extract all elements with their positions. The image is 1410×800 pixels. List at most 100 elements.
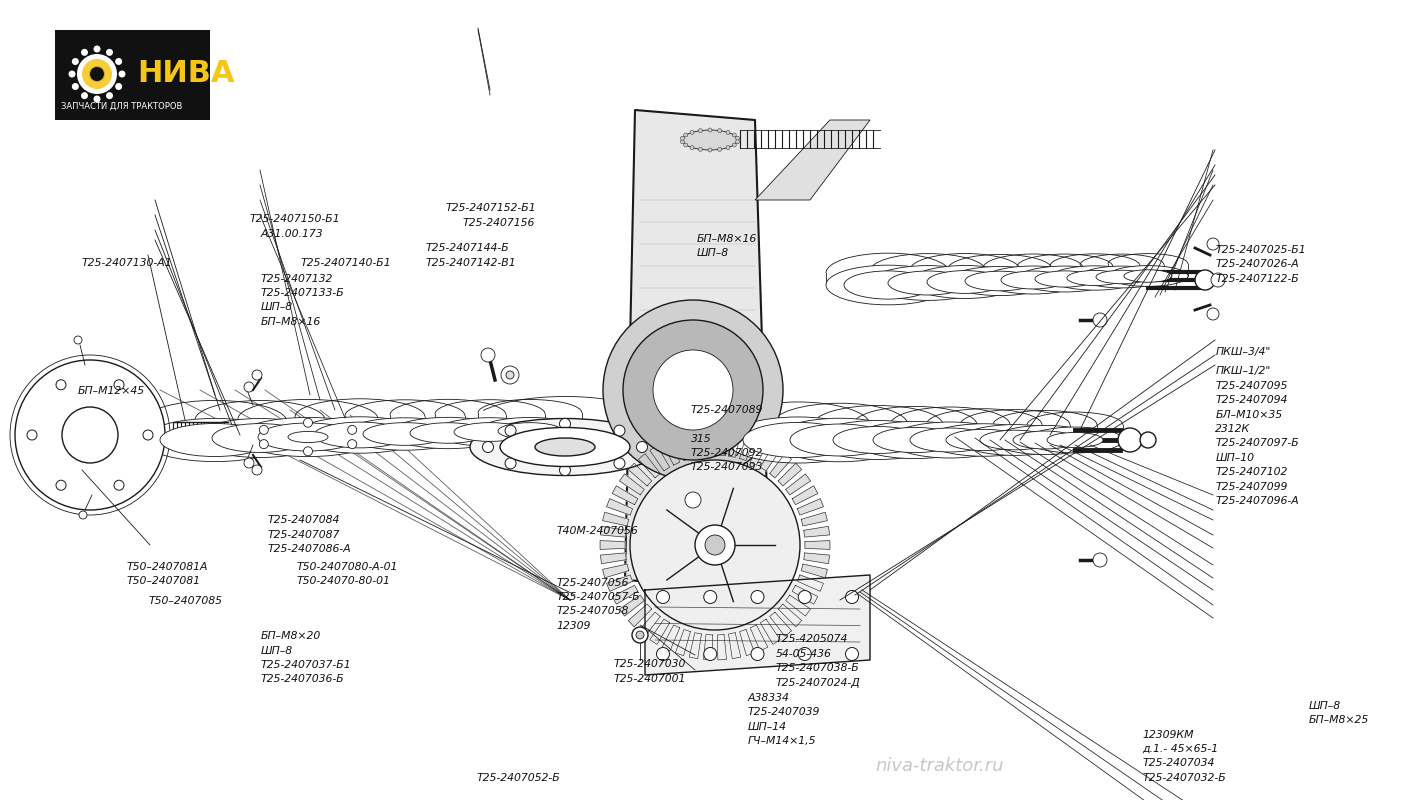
Ellipse shape <box>732 143 736 147</box>
Polygon shape <box>689 633 702 658</box>
Ellipse shape <box>16 360 165 510</box>
Circle shape <box>632 627 649 643</box>
Polygon shape <box>639 454 660 478</box>
Text: ШП–14: ШП–14 <box>747 722 787 731</box>
Ellipse shape <box>698 147 702 151</box>
Ellipse shape <box>258 423 358 451</box>
Circle shape <box>657 647 670 661</box>
Text: 12309КМ: 12309КМ <box>1142 730 1194 739</box>
Circle shape <box>1211 273 1225 287</box>
Ellipse shape <box>106 92 113 99</box>
Circle shape <box>481 348 495 362</box>
Ellipse shape <box>159 423 269 457</box>
Ellipse shape <box>314 422 406 448</box>
Ellipse shape <box>708 128 712 132</box>
Text: Т50–2407081А: Т50–2407081А <box>127 562 209 571</box>
Ellipse shape <box>980 430 1050 450</box>
Circle shape <box>78 54 117 94</box>
Polygon shape <box>801 564 828 578</box>
Circle shape <box>613 425 625 436</box>
Circle shape <box>259 440 268 449</box>
Ellipse shape <box>1050 266 1141 290</box>
Ellipse shape <box>80 92 87 99</box>
Ellipse shape <box>814 421 943 459</box>
Text: Т25-2407156: Т25-2407156 <box>462 218 534 227</box>
Ellipse shape <box>983 266 1083 294</box>
Ellipse shape <box>1124 270 1172 282</box>
Polygon shape <box>629 463 651 486</box>
Ellipse shape <box>698 129 702 133</box>
Ellipse shape <box>964 271 1035 291</box>
Ellipse shape <box>534 438 595 456</box>
Text: ШП–8: ШП–8 <box>697 248 729 258</box>
Circle shape <box>752 647 764 661</box>
Circle shape <box>142 430 154 440</box>
Text: Т25-2407056: Т25-2407056 <box>557 578 629 587</box>
Ellipse shape <box>80 49 87 56</box>
Polygon shape <box>619 474 644 495</box>
Polygon shape <box>740 434 754 461</box>
Polygon shape <box>625 110 770 590</box>
Text: Т25-2407122-Б: Т25-2407122-Б <box>1215 274 1299 284</box>
Text: Т25-2407037-Б1: Т25-2407037-Б1 <box>261 660 351 670</box>
Ellipse shape <box>391 418 506 449</box>
Text: Т25-4205074: Т25-4205074 <box>776 634 847 645</box>
Polygon shape <box>798 575 823 591</box>
Ellipse shape <box>736 140 740 144</box>
Ellipse shape <box>212 424 307 452</box>
Ellipse shape <box>116 83 123 90</box>
Polygon shape <box>778 604 802 627</box>
Text: БП–М8×25: БП–М8×25 <box>1308 715 1369 726</box>
Ellipse shape <box>708 148 712 152</box>
Ellipse shape <box>1067 270 1122 286</box>
Polygon shape <box>704 634 712 660</box>
Ellipse shape <box>288 431 329 442</box>
Polygon shape <box>770 454 791 478</box>
Ellipse shape <box>826 265 950 305</box>
Circle shape <box>704 590 716 603</box>
Text: 12309: 12309 <box>557 621 591 631</box>
Text: Т50–2407081: Т50–2407081 <box>127 576 200 586</box>
Ellipse shape <box>689 130 694 134</box>
Text: Т25-2407140-Б1: Т25-2407140-Б1 <box>300 258 391 267</box>
Ellipse shape <box>498 422 563 439</box>
Polygon shape <box>792 586 818 604</box>
Ellipse shape <box>1001 271 1065 289</box>
Polygon shape <box>689 431 702 458</box>
Text: Т25-2407144-Б: Т25-2407144-Б <box>426 243 509 253</box>
Polygon shape <box>629 604 651 627</box>
Polygon shape <box>602 564 629 578</box>
Text: 315: 315 <box>691 434 712 443</box>
Circle shape <box>695 525 735 565</box>
Polygon shape <box>785 474 811 495</box>
Ellipse shape <box>890 422 1010 458</box>
Ellipse shape <box>454 422 526 442</box>
Ellipse shape <box>993 426 1097 454</box>
Text: Т25-2407142-В1: Т25-2407142-В1 <box>426 258 516 267</box>
Circle shape <box>613 458 625 469</box>
Ellipse shape <box>681 140 684 144</box>
Text: БП–М8×20: БП–М8×20 <box>261 631 321 642</box>
Ellipse shape <box>845 271 932 299</box>
Ellipse shape <box>726 417 870 463</box>
Text: Т25-2407084: Т25-2407084 <box>268 515 340 526</box>
Text: Т25-2407150-Б1: Т25-2407150-Б1 <box>250 214 340 224</box>
Circle shape <box>630 460 799 630</box>
Polygon shape <box>663 625 680 651</box>
Text: БП–М8×16: БП–М8×16 <box>261 317 321 326</box>
Text: НИВА: НИВА <box>137 59 234 89</box>
Ellipse shape <box>681 136 684 140</box>
Polygon shape <box>729 431 740 458</box>
Ellipse shape <box>1080 266 1165 288</box>
Polygon shape <box>704 430 712 455</box>
Text: Т50-24070-80-01: Т50-24070-80-01 <box>296 576 391 586</box>
Ellipse shape <box>909 428 990 452</box>
Text: А31.00.173: А31.00.173 <box>261 229 323 238</box>
Circle shape <box>1093 553 1107 567</box>
Circle shape <box>27 430 37 440</box>
Ellipse shape <box>1048 433 1103 447</box>
Text: А38334: А38334 <box>747 693 790 702</box>
Text: Т25-2407034: Т25-2407034 <box>1142 758 1214 768</box>
Text: Т40М-2407056: Т40М-2407056 <box>557 526 639 536</box>
Circle shape <box>705 535 725 555</box>
